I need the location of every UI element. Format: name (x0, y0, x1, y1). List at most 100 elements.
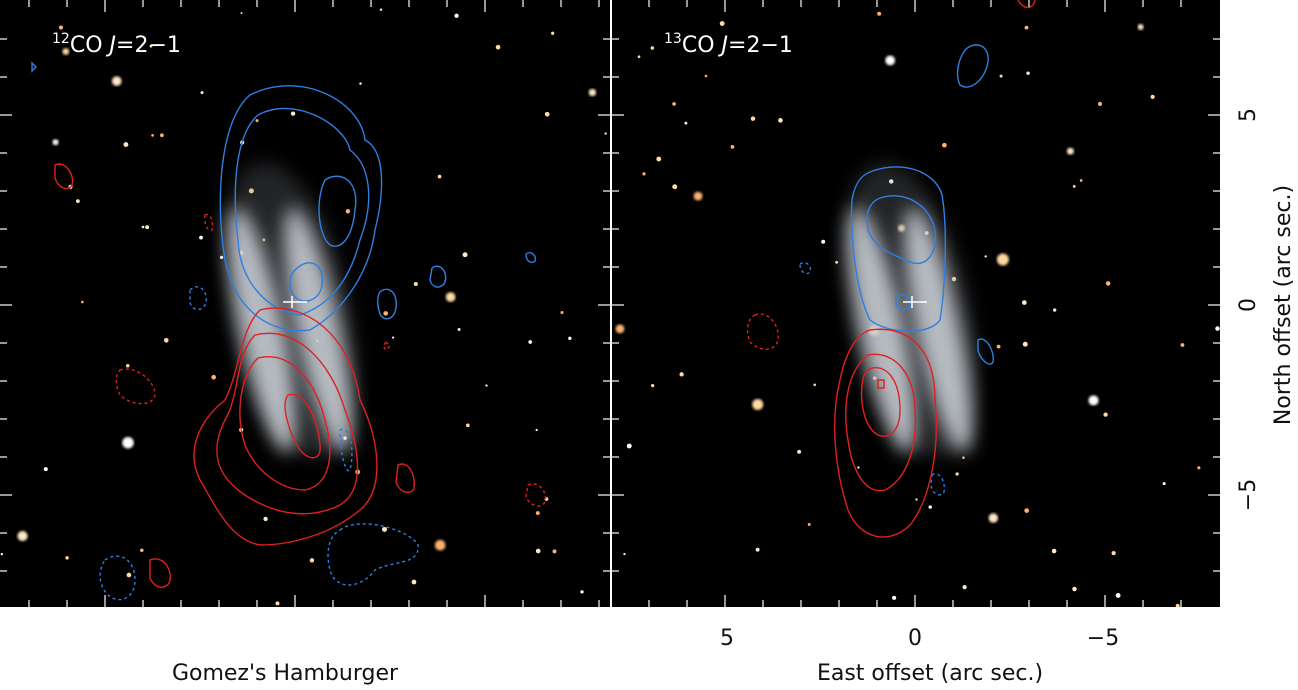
y-axis-label: North offset (arc sec.) (1271, 185, 1296, 425)
star (892, 595, 897, 600)
star (0, 553, 3, 556)
star (359, 82, 362, 85)
star (1197, 466, 1201, 470)
star (140, 548, 144, 553)
star (411, 579, 417, 585)
molecule: CO (70, 33, 103, 58)
stars (0, 8, 607, 606)
symbol: J (718, 33, 729, 58)
star (580, 590, 584, 594)
star (383, 311, 388, 316)
star (160, 133, 164, 138)
star (1024, 508, 1030, 513)
star (126, 572, 132, 578)
star (1215, 326, 1220, 331)
star (1024, 25, 1029, 30)
star (1052, 308, 1057, 312)
star (928, 505, 932, 509)
star (485, 384, 488, 387)
star (200, 91, 204, 95)
star (17, 530, 28, 542)
y-tick-label: 5 (1236, 108, 1261, 122)
star (123, 142, 129, 147)
star (141, 225, 145, 229)
axis-ticks (0, 0, 1220, 607)
star (955, 472, 959, 476)
star (568, 336, 572, 340)
star (163, 337, 169, 343)
star (1088, 395, 1099, 406)
star (535, 428, 538, 432)
star (1137, 23, 1144, 30)
star (1115, 593, 1121, 598)
star (1111, 551, 1116, 556)
isotope: 13 (664, 31, 682, 47)
star (437, 174, 442, 179)
star (111, 76, 122, 86)
star (637, 55, 641, 59)
star (552, 549, 557, 554)
star (813, 383, 817, 387)
star (642, 172, 646, 176)
star (604, 132, 607, 135)
star (462, 252, 468, 258)
star (996, 344, 1001, 349)
star (752, 398, 764, 411)
star (75, 199, 80, 203)
star (149, 44, 153, 48)
star (1072, 586, 1077, 592)
star (240, 12, 243, 15)
star (199, 235, 203, 240)
transition: =2−1 (116, 33, 181, 58)
star (1097, 101, 1103, 106)
star (942, 142, 947, 148)
star (988, 513, 999, 523)
star (996, 253, 1009, 266)
star (58, 25, 64, 30)
contours (31, 61, 547, 601)
star (684, 121, 688, 125)
y-tick-label: 0 (1236, 298, 1261, 312)
star (807, 523, 811, 526)
star (1103, 412, 1108, 417)
star (962, 585, 967, 590)
panel-title: 12CO J=2−1 (52, 31, 181, 58)
star (755, 547, 760, 552)
molecule: CO (682, 33, 715, 58)
star (560, 311, 564, 315)
star (457, 328, 461, 332)
star (122, 436, 134, 449)
star (1051, 548, 1057, 554)
star (679, 372, 684, 377)
star (1180, 343, 1185, 347)
star (52, 139, 59, 146)
transition: =2−1 (728, 33, 793, 58)
star (535, 548, 541, 554)
star (391, 336, 395, 339)
star (544, 111, 550, 117)
star (1022, 341, 1028, 347)
object-name: Gomez's Hamburger (172, 661, 399, 686)
star (623, 552, 626, 556)
star (413, 281, 418, 287)
star (275, 601, 280, 606)
star (309, 558, 315, 563)
star (62, 48, 70, 55)
star (465, 423, 470, 428)
star (750, 116, 756, 121)
star (1175, 603, 1180, 607)
x-tick-label: −5 (1087, 626, 1119, 651)
star (1066, 147, 1074, 155)
star (835, 260, 839, 264)
x-axis-label: East offset (arc sec.) (817, 661, 1043, 686)
star (650, 384, 655, 388)
star (219, 255, 224, 259)
star (877, 11, 882, 16)
star (81, 300, 84, 304)
star (65, 556, 69, 560)
star (379, 8, 383, 11)
star (615, 324, 625, 334)
contours (746, 0, 1036, 538)
star (1105, 281, 1111, 286)
star (1079, 179, 1083, 182)
